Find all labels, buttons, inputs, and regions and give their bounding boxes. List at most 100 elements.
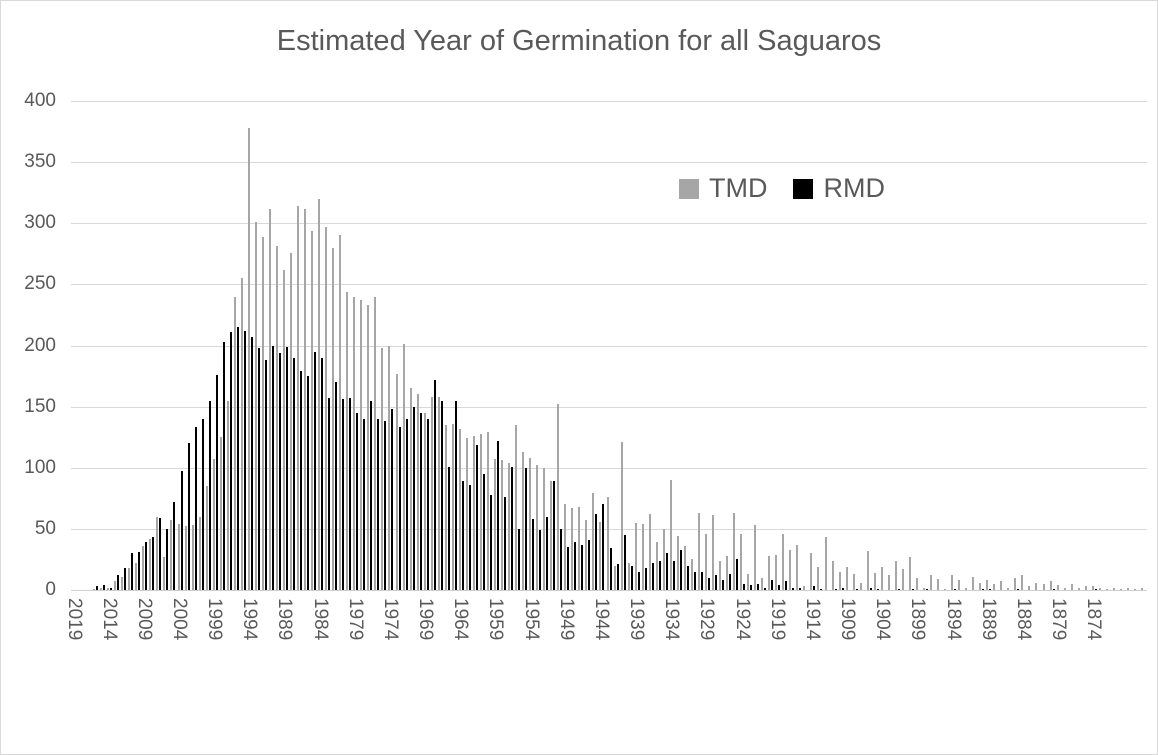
bar-rmd-1924: [743, 583, 746, 590]
bar-rmd-2005: [173, 501, 176, 590]
bar-rmd-1940: [630, 565, 633, 590]
y-axis-tick-label-0: 0: [45, 579, 56, 600]
bar-rmd-1961: [482, 473, 485, 590]
bar-tmd-1955: [522, 451, 525, 590]
bar-tmd-2006: [163, 556, 166, 590]
bar-rmd-2002: [194, 427, 197, 590]
x-axis-tick-label-1984: 1984: [309, 598, 331, 641]
y-axis-tick-label-50: 50: [34, 517, 56, 539]
bar-tmd-1900: [908, 556, 911, 590]
bar-tmd-1959: [493, 459, 496, 590]
bar-tmd-2012: [121, 576, 124, 590]
bar-rmd-1976: [377, 418, 380, 590]
bar-rmd-1927: [722, 580, 725, 590]
bar-tmd-1915: [803, 586, 806, 590]
bar-rmd-1993: [257, 347, 260, 590]
bar-rmd-1929: [707, 577, 710, 590]
bar-tmd-1932: [683, 545, 686, 590]
x-axis-tick-label-1959: 1959: [485, 598, 507, 641]
bar-tmd-1962: [472, 435, 475, 590]
x-axis-tick-label-1944: 1944: [590, 598, 612, 641]
bar-tmd-1964: [458, 428, 461, 590]
bar-tmd-1966: [444, 424, 447, 590]
x-axis-tick-label-2014: 2014: [98, 598, 120, 641]
y-gridline-150: [71, 406, 1147, 408]
x-axis-tick-label-1969: 1969: [415, 598, 437, 641]
bar-tmd-2009: [142, 545, 145, 590]
x-axis-tick-label-1919: 1919: [766, 598, 788, 641]
bar-rmd-1918: [785, 581, 788, 590]
bar-rmd-2003: [187, 443, 190, 590]
x-axis-tick-label-1909: 1909: [837, 598, 859, 641]
bar-tmd-1943: [606, 497, 609, 590]
bar-rmd-1977: [370, 400, 373, 590]
x-axis-tick-label-1929: 1929: [696, 598, 718, 641]
x-axis-tick-label-1949: 1949: [555, 598, 577, 641]
bar-tmd-1970: [416, 394, 419, 590]
bar-tmd-1922: [754, 525, 757, 590]
bar-rmd-2013: [117, 575, 120, 590]
bar-tmd-1953: [536, 465, 539, 590]
bar-tmd-1894: [951, 575, 954, 590]
bar-rmd-1945: [595, 514, 598, 590]
bar-tmd-1917: [789, 549, 792, 590]
bar-rmd-2010: [138, 552, 141, 590]
bar-rmd-1991: [271, 345, 274, 590]
bar-rmd-1925: [736, 559, 739, 590]
bar-rmd-1953: [539, 530, 542, 590]
bar-rmd-1874: [1094, 588, 1097, 590]
bar-tmd-1933: [676, 536, 679, 590]
bar-tmd-1868: [1133, 588, 1136, 590]
bar-tmd-1898: [922, 587, 925, 590]
bar-rmd-2008: [152, 537, 155, 590]
bar-tmd-1991: [268, 208, 271, 590]
bar-tmd-1949: [564, 504, 567, 590]
x-axis-tick-label-2019: 2019: [63, 598, 85, 641]
bar-tmd-1936: [655, 542, 658, 590]
x-axis-tick-label-1914: 1914: [801, 598, 823, 641]
bar-rmd-1931: [693, 571, 696, 590]
x-axis-line: [71, 590, 1147, 591]
bar-rmd-1941: [623, 534, 626, 590]
bar-rmd-1911: [834, 588, 837, 590]
y-axis-tick-label-100: 100: [24, 456, 56, 478]
bar-tmd-1993: [254, 222, 257, 590]
bar-rmd-1962: [475, 444, 478, 590]
bar-rmd-1996: [236, 327, 239, 590]
bar-rmd-1968: [433, 379, 436, 590]
bar-tmd-2007: [156, 516, 159, 590]
bar-rmd-1992: [264, 360, 267, 590]
bar-tmd-1908: [852, 574, 855, 590]
bar-tmd-2014: [107, 587, 110, 590]
bar-tmd-1978: [360, 300, 363, 590]
bar-tmd-2002: [191, 525, 194, 590]
bar-rmd-1932: [686, 565, 689, 590]
bar-tmd-1887: [1000, 581, 1003, 590]
bar-tmd-1918: [782, 533, 785, 590]
x-axis-tick-label-1964: 1964: [450, 598, 472, 641]
bar-tmd-1937: [648, 514, 651, 590]
bar-tmd-1927: [719, 560, 722, 590]
bar-rmd-1997: [229, 332, 232, 590]
bar-rmd-1942: [616, 564, 619, 590]
bar-tmd-2005: [170, 520, 173, 590]
legend-label-rmd: RMD: [823, 173, 885, 203]
bar-tmd-1921: [761, 577, 764, 590]
bar-rmd-1908: [855, 588, 858, 590]
bar-rmd-1998: [222, 341, 225, 590]
legend-label-tmd: TMD: [709, 173, 768, 203]
bar-tmd-1930: [697, 512, 700, 590]
bar-tmd-1951: [550, 481, 553, 590]
bar-rmd-1949: [567, 547, 570, 590]
bar-rmd-1983: [328, 398, 331, 590]
bar-tmd-1992: [261, 236, 264, 590]
x-axis-tick-label-1934: 1934: [661, 598, 683, 641]
bar-tmd-1886: [1007, 587, 1010, 590]
bar-rmd-1995: [243, 330, 246, 590]
bar-tmd-1957: [508, 462, 511, 590]
bar-tmd-1990: [275, 246, 278, 590]
bar-tmd-1989: [282, 269, 285, 590]
bar-tmd-1986: [304, 208, 307, 590]
bar-rmd-1928: [714, 575, 717, 590]
